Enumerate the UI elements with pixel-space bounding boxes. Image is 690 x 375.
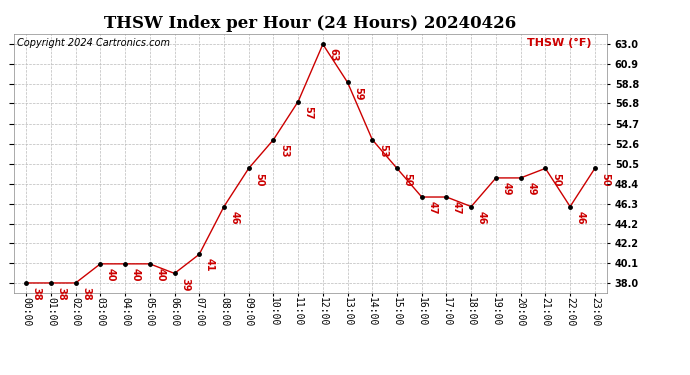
Text: 50: 50: [600, 172, 611, 186]
Text: 49: 49: [502, 182, 511, 196]
Text: 40: 40: [130, 268, 141, 282]
Text: 53: 53: [279, 144, 289, 158]
Text: 49: 49: [526, 182, 536, 196]
Text: 46: 46: [230, 211, 239, 224]
Text: 50: 50: [551, 172, 561, 186]
Text: 59: 59: [353, 87, 363, 100]
Text: 38: 38: [32, 287, 41, 301]
Text: 38: 38: [81, 287, 91, 301]
Text: 53: 53: [378, 144, 388, 158]
Text: 63: 63: [328, 48, 338, 62]
Text: THSW (°F): THSW (°F): [527, 38, 591, 48]
Text: 47: 47: [427, 201, 437, 214]
Text: 41: 41: [205, 258, 215, 272]
Text: 40: 40: [106, 268, 116, 282]
Text: 50: 50: [402, 172, 413, 186]
Text: 46: 46: [477, 211, 486, 224]
Title: THSW Index per Hour (24 Hours) 20240426: THSW Index per Hour (24 Hours) 20240426: [104, 15, 517, 32]
Text: 38: 38: [57, 287, 66, 301]
Text: 39: 39: [180, 278, 190, 291]
Text: Copyright 2024 Cartronics.com: Copyright 2024 Cartronics.com: [17, 38, 170, 48]
Text: 40: 40: [155, 268, 166, 282]
Text: 47: 47: [452, 201, 462, 214]
Text: 46: 46: [575, 211, 586, 224]
Text: 50: 50: [254, 172, 264, 186]
Text: 57: 57: [304, 106, 314, 119]
